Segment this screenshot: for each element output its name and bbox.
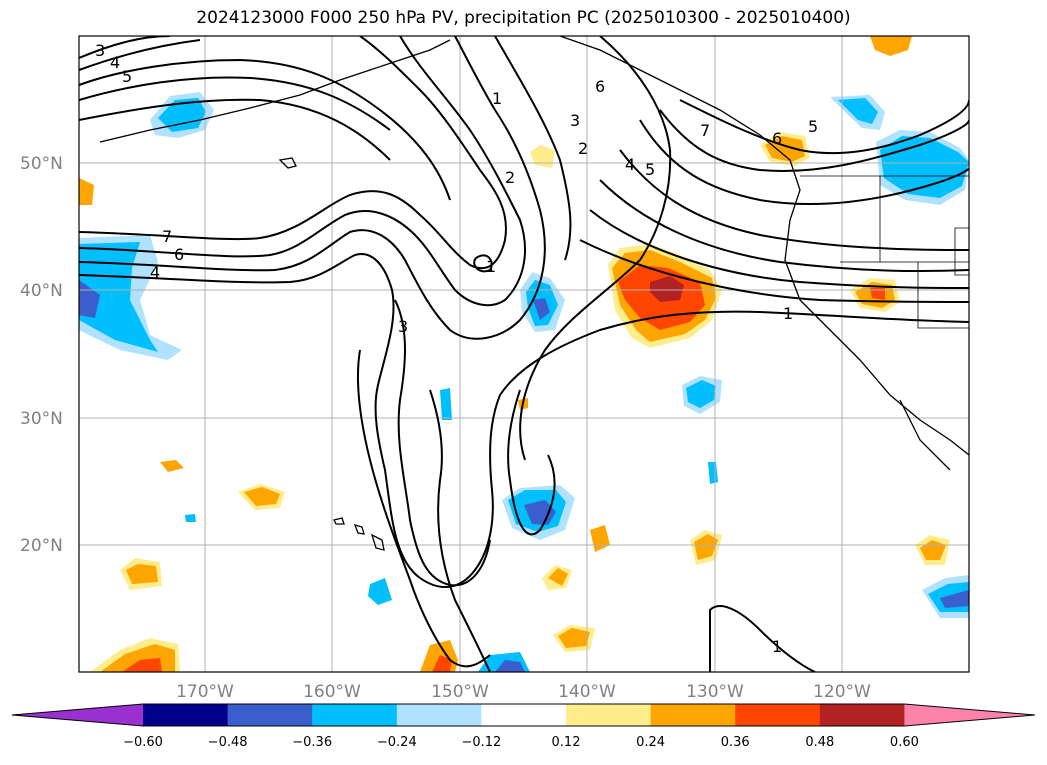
- lat-label-20n: 20°N: [20, 536, 63, 556]
- pv-label: 6: [772, 129, 782, 148]
- lat-label-50n: 50°N: [20, 154, 63, 174]
- colorbar-segment: [650, 704, 736, 726]
- colorbar-segment: [481, 704, 567, 726]
- pv-label: 6: [595, 77, 605, 96]
- colorbar-segment: [227, 704, 313, 726]
- pv-label: 4: [150, 263, 160, 282]
- pv-contours: [79, 36, 969, 672]
- precip-shading: [79, 36, 969, 672]
- colorbar: −0.60 −0.48 −0.36 −0.24 −0.12 0.12 0.24 0.36 0.4…: [11, 703, 1036, 750]
- pv-label: 7: [700, 121, 710, 140]
- pv-label: 4: [110, 53, 120, 72]
- pv-label: 2: [578, 139, 588, 158]
- colorbar-tick-label: −0.12: [461, 735, 501, 750]
- latitude-labels: 50°N 40°N 30°N 20°N: [20, 154, 63, 556]
- pv-label: 3: [570, 111, 580, 130]
- lon-label-150w: 150°W: [431, 682, 489, 702]
- pv-label: 4: [625, 155, 635, 174]
- colorbar-tick-label: 0.24: [636, 735, 665, 750]
- pv-label: 1: [783, 304, 793, 323]
- colorbar-tick-label: −0.36: [292, 735, 332, 750]
- lon-label-130w: 130°W: [686, 682, 744, 702]
- colorbar-extend-low: [12, 704, 143, 726]
- colorbar-tick-label: 0.48: [805, 735, 834, 750]
- pv-label: 5: [808, 117, 818, 136]
- pv-label: 3: [95, 41, 105, 60]
- lat-label-40n: 40°N: [20, 281, 63, 301]
- colorbar-tick-label: 0.36: [721, 735, 750, 750]
- colorbar-segment: [819, 704, 905, 726]
- pv-contour-labels: 3 4 5 7 6 4 1 2 3 1 3 2 4 5 6 7 6 5 1 1: [95, 41, 818, 656]
- colorbar-tick-label: −0.24: [377, 735, 417, 750]
- lon-label-120w: 120°W: [813, 682, 871, 702]
- pv-label: 5: [645, 160, 655, 179]
- map-frame: [78, 35, 970, 673]
- colorbar-extend-high: [904, 704, 1035, 726]
- pv-label: 7: [162, 227, 172, 246]
- colorbar-segment: [396, 704, 482, 726]
- colorbar-segment: [143, 704, 229, 726]
- colorbar-tick-label: 0.12: [552, 735, 581, 750]
- pv-label: 1: [772, 637, 782, 656]
- colorbar-tick-label: −0.60: [123, 735, 163, 750]
- map-background: [79, 36, 969, 672]
- colorbar-tick-label: −0.48: [208, 735, 248, 750]
- colorbar-segment: [566, 704, 652, 726]
- map-plot-area: 3 4 5 7 6 4 1 2 3 1 3 2 4 5 6 7 6 5 1 1: [79, 36, 969, 672]
- pv-label: 2: [505, 168, 515, 187]
- colorbar-segment: [312, 704, 398, 726]
- pv-label: 1: [492, 89, 502, 108]
- lat-label-30n: 30°N: [20, 409, 63, 429]
- coastlines: [99, 36, 969, 551]
- lon-label-170w: 170°W: [176, 682, 234, 702]
- pv-label: 1: [486, 257, 496, 276]
- colorbar-tick-label: 0.60: [890, 735, 919, 750]
- pv-label: 3: [398, 317, 408, 336]
- longitude-labels: 170°W 160°W 150°W 140°W 130°W 120°W: [176, 682, 871, 702]
- pv-label: 5: [122, 67, 132, 86]
- colorbar-outline: [11, 703, 1036, 727]
- lon-label-140w: 140°W: [558, 682, 616, 702]
- pv-label: 6: [174, 245, 184, 264]
- graticule: [79, 36, 969, 672]
- colorbar-segment: [735, 704, 821, 726]
- lon-label-160w: 160°W: [303, 682, 361, 702]
- map-title: 2024123000 F000 250 hPa PV, precipitatio…: [196, 8, 851, 28]
